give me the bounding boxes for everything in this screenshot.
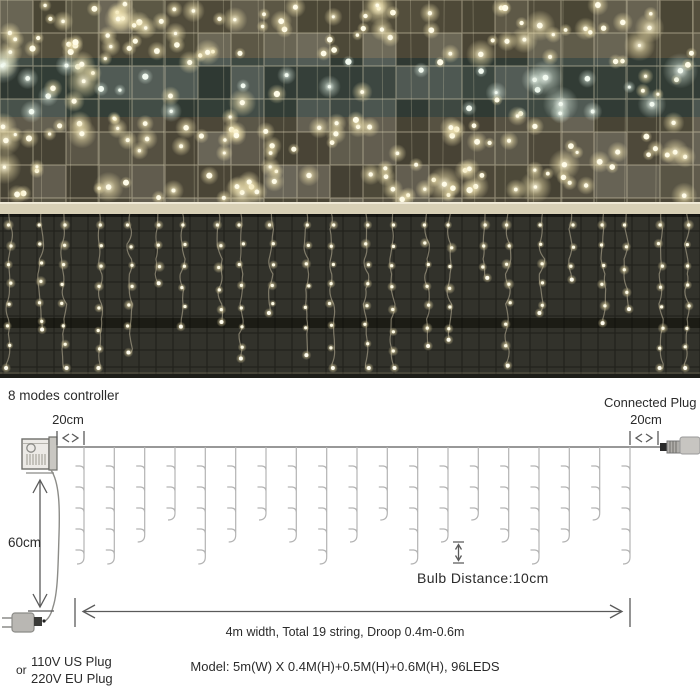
connected-plug-icon bbox=[660, 436, 700, 455]
curtain-lights-photo bbox=[0, 0, 700, 378]
right-spacing-label: 20cm bbox=[630, 412, 662, 427]
bulb-distance-indicator bbox=[453, 541, 464, 564]
spacing-marker-right bbox=[629, 431, 659, 445]
bulb-distance-label: Bulb Distance:10cm bbox=[417, 570, 549, 586]
controller-icon bbox=[21, 436, 58, 474]
controller-label: 8 modes controller bbox=[8, 388, 120, 403]
us-plug-icon bbox=[2, 612, 46, 633]
product-photo bbox=[0, 0, 700, 378]
drop-height-arrow bbox=[28, 478, 54, 612]
curtain-strings bbox=[75, 447, 631, 565]
power-cable bbox=[44, 469, 61, 622]
left-spacing-label: 20cm bbox=[52, 412, 84, 427]
width-arrow bbox=[74, 598, 631, 627]
or-label: or bbox=[16, 663, 27, 677]
eu-plug-label: 220V EU Plug bbox=[31, 671, 113, 686]
model-note-label: Model: 5m(W) X 0.4M(H)+0.5M(H)+0.6M(H), … bbox=[190, 659, 500, 674]
us-plug-label: 110V US Plug bbox=[31, 654, 112, 669]
spec-diagram bbox=[2, 431, 700, 633]
width-note-label: 4m width, Total 19 string, Droop 0.4m-0.… bbox=[225, 625, 465, 639]
connected-plug-label: Connected Plug bbox=[604, 395, 697, 410]
spacing-marker-left bbox=[56, 431, 85, 445]
drop-height-label: 60cm bbox=[8, 535, 42, 550]
